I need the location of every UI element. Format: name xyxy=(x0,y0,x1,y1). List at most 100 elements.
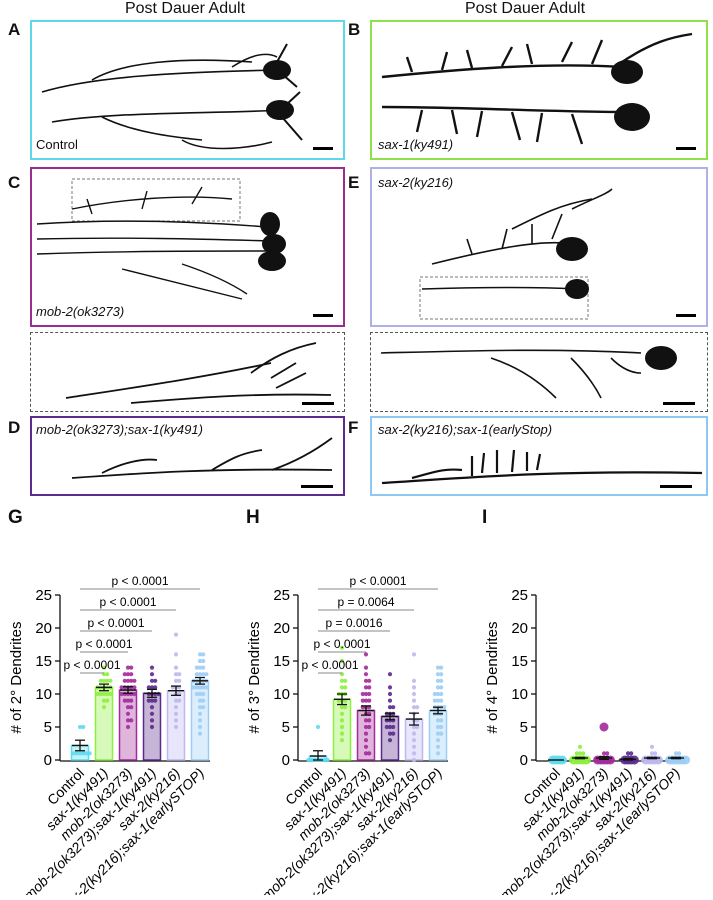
label-control: Control xyxy=(36,137,78,152)
data-point xyxy=(153,678,158,683)
micrograph-panel-e: sax-2(ky216) xyxy=(370,167,708,327)
data-point xyxy=(391,718,396,723)
p-value-label: p < 0.0001 xyxy=(99,595,156,609)
data-point xyxy=(119,685,124,690)
data-point xyxy=(339,658,345,664)
data-point xyxy=(435,672,441,677)
data-point xyxy=(435,718,441,723)
data-point xyxy=(125,718,131,723)
y-tick-label: 0 xyxy=(44,752,52,769)
data-point xyxy=(363,672,369,677)
data-point xyxy=(108,691,113,697)
data-point xyxy=(387,731,393,736)
micrograph-panel-a: Control xyxy=(30,20,345,160)
data-point xyxy=(391,731,396,736)
data-point xyxy=(363,691,369,697)
data-point xyxy=(411,738,417,743)
data-point xyxy=(129,698,134,703)
micrograph-panel-b: sax-1(ky491) xyxy=(370,20,708,160)
panel-letter-i: I xyxy=(482,507,488,528)
data-point xyxy=(81,724,86,730)
data-point xyxy=(577,744,583,749)
data-point xyxy=(649,751,655,756)
data-point xyxy=(315,724,321,730)
data-point xyxy=(343,685,348,690)
data-point xyxy=(108,678,113,683)
data-point xyxy=(201,658,206,664)
label-sax2: sax-2(ky216) xyxy=(378,175,454,190)
data-point xyxy=(149,665,155,670)
p-value-label: p < 0.0001 xyxy=(349,574,406,588)
panel-letter-d: D xyxy=(8,418,21,437)
data-point xyxy=(363,698,369,703)
data-point xyxy=(149,685,155,690)
data-point xyxy=(153,685,158,690)
data-point xyxy=(439,731,444,736)
data-point xyxy=(435,685,441,690)
data-point xyxy=(177,672,182,677)
y-tick-label: 10 xyxy=(511,686,528,703)
data-point xyxy=(439,718,444,723)
data-point xyxy=(306,757,311,763)
data-point xyxy=(325,757,330,763)
data-point xyxy=(173,652,179,657)
y-tick-label: 5 xyxy=(520,719,528,736)
data-point xyxy=(411,678,417,683)
data-point xyxy=(605,751,610,756)
data-point xyxy=(343,705,348,710)
neuron-drawing-e xyxy=(419,188,613,320)
data-point xyxy=(146,685,151,690)
data-point xyxy=(653,751,658,756)
micrograph-panel-f: sax-2(ky216);sax-1(earlyStop) xyxy=(370,416,708,496)
data-point xyxy=(129,718,134,723)
y-tick-label: 25 xyxy=(35,587,52,604)
data-point xyxy=(125,724,131,730)
y-tick-label: 5 xyxy=(282,719,290,736)
p-value-label: p < 0.0001 xyxy=(313,637,370,651)
data-point xyxy=(201,665,206,670)
data-point xyxy=(84,751,89,756)
y-tick-label: 15 xyxy=(35,653,52,670)
data-point xyxy=(415,724,420,730)
data-point xyxy=(197,652,203,657)
data-point xyxy=(197,672,203,677)
y-axis-label: # of 2° Dendrites xyxy=(8,622,25,734)
data-point xyxy=(415,705,420,710)
data-point xyxy=(173,678,179,683)
data-point xyxy=(149,724,155,730)
data-point xyxy=(129,705,134,710)
data-point xyxy=(122,672,127,677)
data-point xyxy=(173,698,179,703)
data-point xyxy=(191,685,196,690)
data-point xyxy=(435,678,441,683)
data-point xyxy=(360,698,365,703)
data-point xyxy=(363,665,369,670)
data-point xyxy=(173,724,179,730)
data-point xyxy=(339,718,345,723)
data-point xyxy=(411,691,417,697)
data-point xyxy=(149,705,155,710)
data-point xyxy=(363,744,369,749)
p-value-label: p < 0.0001 xyxy=(111,574,168,588)
data-point xyxy=(146,698,151,703)
data-point xyxy=(681,755,691,765)
data-point xyxy=(173,632,179,637)
data-point xyxy=(201,691,206,697)
data-point xyxy=(363,738,369,743)
data-point xyxy=(339,738,345,743)
data-point xyxy=(649,744,655,749)
data-point xyxy=(194,672,199,677)
data-point xyxy=(435,731,441,736)
data-point xyxy=(387,672,393,677)
panel-letter-c: C xyxy=(8,173,21,192)
data-point xyxy=(439,724,444,730)
data-point xyxy=(149,698,155,703)
panel-letter-a: A xyxy=(8,20,21,39)
data-point xyxy=(132,678,137,683)
data-point xyxy=(101,691,107,697)
data-point xyxy=(101,698,107,703)
panel-letter-e: E xyxy=(348,173,360,192)
p-value-label: p < 0.0001 xyxy=(63,658,120,672)
data-point xyxy=(197,705,203,710)
